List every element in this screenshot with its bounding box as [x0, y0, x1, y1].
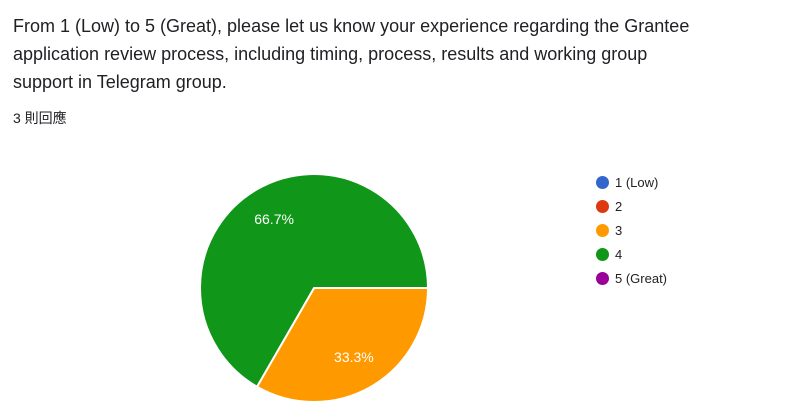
response-count: 3 則回應	[13, 110, 67, 126]
legend-item: 5 (Great)	[596, 266, 667, 290]
legend-swatch-icon	[596, 175, 609, 189]
pie-slice-3[interactable]	[256, 287, 429, 403]
legend-label: 3	[615, 222, 623, 238]
question-title-line: From 1 (Low) to 5 (Great), please let us…	[13, 16, 690, 36]
legend-label: 2	[615, 198, 623, 214]
legend-swatch-icon	[596, 199, 609, 213]
legend-swatch-icon	[596, 271, 609, 285]
legend-item: 1 (Low)	[596, 170, 667, 194]
legend-item: 4	[596, 242, 667, 266]
legend-item: 3	[596, 218, 667, 242]
question-title: From 1 (Low) to 5 (Great), please let us…	[13, 12, 791, 96]
legend-label: 5 (Great)	[615, 270, 668, 286]
legend-swatch-icon	[596, 223, 609, 237]
legend-label: 1 (Low)	[615, 174, 659, 190]
question-title-line: support in Telegram group.	[13, 72, 227, 92]
pie-slice-label: 66.7%	[254, 211, 294, 227]
pie-slice-label: 33.3%	[334, 349, 374, 365]
legend-swatch-icon	[596, 247, 609, 261]
legend-item: 2	[596, 194, 667, 218]
pie-slice-4[interactable]	[199, 173, 429, 388]
chart-legend: 1 (Low) 2 3 4 5 (Great)	[596, 170, 667, 290]
question-title-line: application review process, including ti…	[13, 44, 648, 64]
legend-label: 4	[615, 246, 623, 262]
pie-chart: 33.3% 66.7%	[199, 173, 429, 403]
